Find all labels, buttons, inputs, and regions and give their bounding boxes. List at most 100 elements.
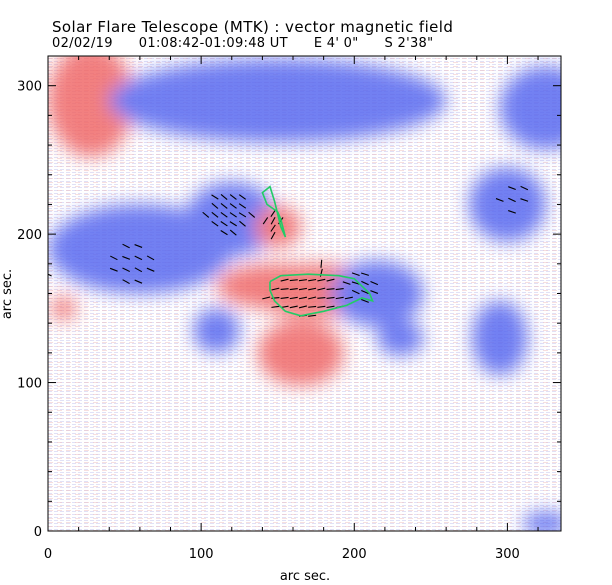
field-vector	[270, 209, 276, 217]
field-vector	[308, 287, 317, 291]
x-tick-label: 0	[44, 547, 52, 562]
field-vector	[229, 229, 237, 236]
field-vector	[270, 231, 276, 240]
field-vector	[220, 203, 228, 209]
field-vector	[134, 279, 143, 284]
field-vector	[298, 296, 307, 300]
field-vector	[146, 267, 155, 272]
positive-polarity-region	[254, 205, 301, 248]
positive-polarity-region	[51, 296, 76, 321]
field-vector	[335, 287, 344, 291]
magnetogram-image	[48, 56, 561, 531]
field-vector	[370, 281, 379, 286]
field-vector	[317, 305, 326, 308]
x-tick-label: 200	[342, 547, 367, 562]
field-vector	[146, 255, 155, 261]
field-vector	[280, 288, 289, 290]
field-vector	[220, 194, 228, 201]
field-vector	[335, 296, 344, 300]
observation-latitude: S 2'38"	[384, 36, 434, 51]
axis-ticks: 0 100 200 300 0 100 200 300	[17, 55, 561, 562]
field-vector	[122, 267, 130, 272]
field-vector	[220, 221, 228, 227]
field-vector	[238, 212, 247, 218]
field-vector	[211, 194, 219, 200]
x-tick-label: 100	[189, 547, 214, 562]
field-vector	[270, 224, 276, 232]
negative-polarity-region	[377, 320, 424, 356]
field-vector	[280, 278, 289, 282]
field-vector	[508, 210, 516, 214]
field-vector	[220, 212, 228, 218]
observation-info: 02/02/19 01:08:42-01:09:48 UT E 4' 0" S 2'3…	[52, 36, 459, 51]
field-vector	[308, 278, 317, 282]
x-axis-label: arc sec.	[280, 569, 330, 584]
field-vector	[495, 198, 504, 202]
field-vector	[308, 305, 317, 308]
field-vector	[280, 296, 289, 300]
field-vector	[317, 287, 326, 291]
field-vector	[298, 287, 308, 291]
field-vector	[326, 296, 335, 300]
field-vector	[220, 230, 228, 236]
negative-polarity-region	[48, 204, 232, 294]
neutral-line	[261, 185, 287, 238]
field-vector	[289, 279, 298, 282]
neutral-line	[269, 273, 374, 317]
positive-polarity-region	[257, 320, 344, 386]
field-vector	[122, 243, 130, 249]
field-vector	[271, 305, 280, 308]
field-vector	[326, 278, 335, 282]
field-vector	[298, 305, 307, 309]
field-vector	[361, 298, 369, 303]
field-vector	[270, 217, 276, 225]
field-vector	[308, 296, 317, 300]
y-tick-label: 200	[17, 228, 42, 243]
field-vector	[361, 280, 369, 286]
field-vector	[122, 279, 130, 285]
field-vector	[229, 194, 237, 200]
field-vector	[326, 288, 335, 290]
field-vector	[238, 194, 247, 200]
field-vector	[211, 202, 219, 209]
field-vector	[134, 255, 143, 261]
y-tick-label: 300	[17, 80, 42, 95]
field-vector	[229, 203, 237, 209]
y-axis-label: arc sec.	[0, 269, 15, 319]
field-vector	[262, 217, 269, 225]
field-vector	[520, 185, 529, 191]
field-vector	[122, 255, 131, 260]
observation-longitude: E 4' 0"	[313, 36, 359, 51]
field-vector	[351, 281, 360, 285]
negative-polarity-region	[469, 167, 546, 242]
positive-polarity-region	[48, 56, 134, 157]
field-vector	[317, 297, 326, 299]
field-vector	[289, 305, 298, 309]
field-vector	[271, 287, 280, 291]
y-tick-label: 100	[17, 377, 42, 392]
field-vector	[262, 296, 271, 300]
field-vector	[48, 273, 52, 277]
image-title: Solar Flare Telescope (MTK) : vector mag…	[52, 18, 454, 36]
field-vector	[361, 289, 369, 295]
field-vector	[342, 281, 351, 285]
field-vector	[320, 259, 323, 268]
field-vector	[211, 220, 219, 227]
field-vector	[289, 287, 298, 291]
field-vector	[134, 244, 143, 248]
y-tick-label: 0	[34, 525, 42, 540]
field-vector	[109, 267, 118, 272]
field-vector	[326, 305, 335, 309]
field-vector	[361, 272, 369, 276]
field-vector	[248, 211, 256, 218]
field-vector	[520, 198, 529, 202]
field-vector	[238, 203, 247, 209]
field-vector	[351, 289, 360, 295]
negative-polarity-region	[499, 66, 561, 150]
field-vector	[239, 220, 246, 227]
field-vector	[134, 267, 143, 273]
field-vector	[229, 212, 237, 218]
x-tick-label: 300	[495, 547, 520, 562]
observation-date: 02/02/19	[52, 36, 113, 51]
